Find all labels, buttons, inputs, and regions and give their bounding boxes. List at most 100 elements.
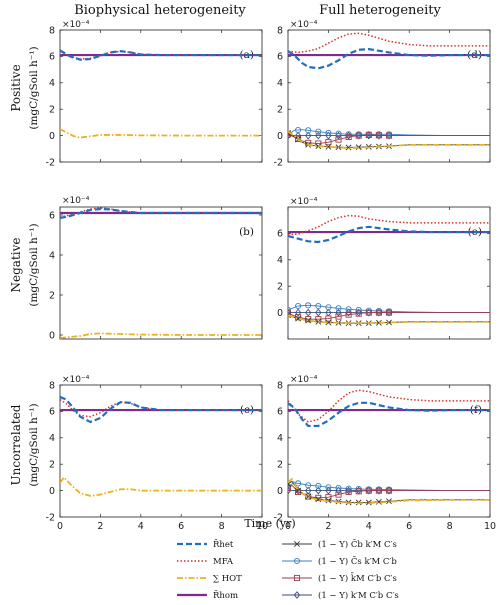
legend-label: (1 − Y) k̄M C′b C′s: [318, 572, 397, 584]
legend-item-term2: (1 − Y) C̄s k′M C′b: [282, 555, 397, 567]
series-marker-term3: [288, 484, 292, 492]
series-line-MFA: [288, 214, 490, 236]
series-line-MFA: [288, 389, 490, 423]
y-tick-label: 8: [49, 25, 55, 36]
series-line-HOT: [60, 332, 262, 339]
series-group: [288, 214, 490, 327]
series-marker-term4: [294, 308, 302, 317]
legend-item-term4: (1 − Y) k′M C′b C′s: [282, 590, 399, 601]
series-group: [288, 389, 490, 506]
y-tick-label: 0: [277, 131, 283, 142]
series-line-Rhet: [60, 395, 262, 424]
series-line-Rhet: [288, 48, 490, 70]
series-line-HOT: [288, 477, 490, 505]
y-tick-label: 2: [49, 460, 55, 471]
y-multiplier: ×10⁻⁴: [62, 20, 90, 30]
series-marker-term2: [305, 127, 312, 134]
series-marker-term3: [355, 488, 362, 495]
series-marker-term2: [315, 302, 322, 310]
y-tick-label: 6: [277, 229, 283, 240]
series-marker-term3: [335, 491, 342, 498]
legend-label: R̄het: [213, 538, 234, 550]
series-marker-term1: [386, 319, 392, 326]
y-tick-label: 8: [49, 380, 55, 391]
legend-item-term3: (1 − Y) k̄M C′b C′s: [282, 572, 397, 584]
series-marker-term2: [288, 306, 292, 314]
row-title-uncorrelated: Uncorrelated: [9, 404, 23, 485]
legend: R̄het MFA ∑ HOT R̄hom (1 − Y) C̄b k′M C′s (1 …: [177, 538, 399, 601]
series-marker-term3: [315, 494, 322, 501]
series-marker-term3: [365, 487, 372, 494]
series-marker-term1: [288, 130, 291, 136]
series-marker-term4: [305, 131, 312, 140]
series-marker-term3: [355, 310, 362, 317]
series-marker-term2: [315, 128, 322, 135]
y-multiplier: ×10⁻⁴: [290, 375, 318, 385]
x-tick-label: 6: [178, 521, 184, 532]
series-marker-term4: [335, 131, 342, 140]
series-marker-term2: [325, 129, 332, 137]
y-tick-label: 8: [277, 25, 283, 36]
row-label-positive: Positive (mgC/gSoil h⁻¹): [9, 46, 40, 129]
legend-marker: [294, 541, 300, 547]
ylabel-unit-positive: (mgC/gSoil h⁻¹): [28, 46, 40, 129]
series-marker-term4: [335, 308, 342, 317]
y-tick-label: 6: [49, 407, 55, 418]
legend-marker: [293, 591, 301, 599]
y-tick-label: 6: [49, 210, 55, 221]
series-marker-term3: [365, 309, 372, 316]
y-tick-label: 4: [277, 78, 283, 89]
series-line-term3: [288, 484, 490, 499]
row-label-uncorrelated: Uncorrelated (mgC/gSoil h⁻¹): [9, 403, 40, 486]
y-tick-label: 6: [277, 407, 283, 418]
y-tick-label: 4: [49, 250, 55, 261]
panel-frame: [287, 29, 491, 163]
col-title-full: Full heterogeneity: [319, 3, 441, 18]
series-line-Rhet: [288, 401, 490, 428]
series-marker-term3: [355, 132, 362, 139]
legend-label: (1 − Y) C̄s k′M C′b: [318, 555, 397, 567]
series-line-MFA: [288, 32, 490, 54]
panel-b: 0 2 4 6 ×10⁻⁴ (b): [49, 196, 263, 341]
series-marker-term1: [305, 493, 312, 500]
series-marker-term4: [375, 308, 383, 317]
series-group: [288, 32, 490, 151]
panel-frame: [59, 384, 263, 518]
series-marker-term1: [295, 315, 302, 322]
series-marker-term3: [375, 309, 382, 316]
y-tick-label: 2: [277, 105, 283, 116]
series-marker-term2: [315, 482, 322, 490]
series-marker-term1: [375, 498, 382, 505]
legend-marker: [293, 574, 301, 582]
series-line-Rhet: [288, 225, 490, 244]
y-tick-label: 4: [49, 433, 55, 444]
y-multiplier: ×10⁻⁴: [62, 375, 90, 385]
y-tick-label: 8: [277, 380, 283, 391]
series-marker-term4: [315, 131, 322, 140]
series-marker-term3: [345, 488, 352, 495]
y-tick-label: 2: [277, 460, 283, 471]
x-tick-label: 2: [97, 521, 103, 532]
series-marker-term3: [325, 315, 332, 322]
series-group: [60, 207, 262, 339]
y-tick-label: 0: [49, 486, 55, 497]
series-marker-term1: [345, 144, 352, 151]
x-tick-label: 0: [285, 521, 291, 532]
y-multiplier: ×10⁻⁴: [62, 196, 90, 206]
series-line-Rhet: [60, 49, 262, 61]
series-line-HOT: [60, 476, 262, 497]
row-title-positive: Positive: [9, 64, 23, 111]
series-marker-term4: [315, 308, 322, 317]
series-marker-term2: [305, 482, 312, 489]
series-marker-term3: [365, 131, 372, 138]
series-marker-term1: [315, 143, 322, 150]
x-tick-label: 10: [484, 521, 496, 532]
series-group: [60, 395, 262, 497]
y-tick-label: 0: [277, 486, 283, 497]
y-tick-label: -2: [274, 157, 283, 168]
legend-marker: [293, 557, 301, 565]
